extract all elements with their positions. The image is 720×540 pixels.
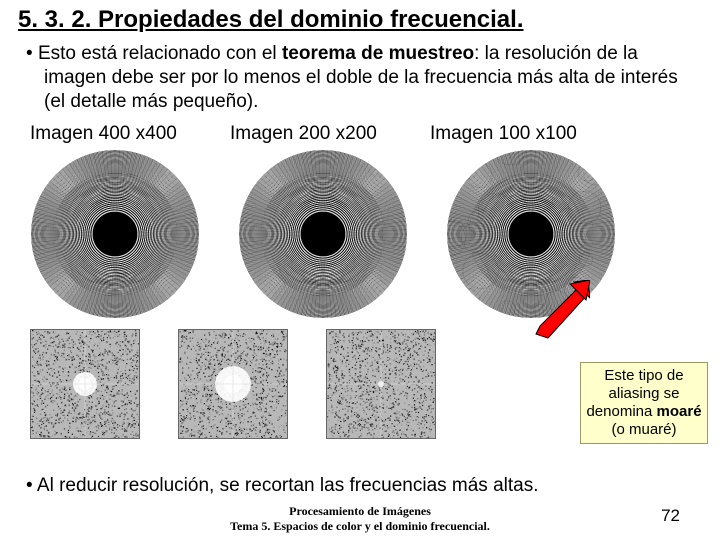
image-labels-row: Imagen 400 x400 Imagen 200 x200 Imagen 1…	[0, 117, 720, 147]
bullet-sampling-theorem: Esto está relacionado con el teorema de …	[0, 38, 720, 117]
zoneplate-200	[238, 149, 408, 319]
bullet1-pre: Esto está relacionado con el	[38, 43, 282, 64]
callout-bold: moaré	[657, 403, 702, 420]
zoneplate-400	[30, 149, 200, 319]
arrow-icon	[530, 280, 590, 340]
label-400: Imagen 400 x400	[30, 123, 230, 145]
bullet-resolution: Al reducir resolución, se recortan las f…	[0, 470, 720, 502]
section-title: 5. 3. 2. Propiedades del dominio frecuen…	[0, 0, 720, 38]
label-200: Imagen 200 x200	[230, 123, 430, 145]
spectrum-400	[30, 329, 140, 439]
slide-footer: Procesamiento de Imágenes Tema 5. Espaci…	[0, 504, 720, 534]
page-number: 72	[661, 506, 680, 526]
bullet1-bold: teorema de muestreo	[282, 43, 474, 64]
footer-line2: Tema 5. Espacios de color y el dominio f…	[0, 519, 720, 534]
bullet2-text: Al reducir resolución, se recortan las f…	[37, 475, 539, 496]
callout-post: (o muaré)	[611, 421, 676, 438]
moire-callout: Este tipo de aliasing se denomina moaré …	[580, 362, 708, 444]
spectrum-100	[326, 329, 436, 439]
zoneplate-row	[0, 147, 720, 321]
label-100: Imagen 100 x100	[430, 123, 630, 145]
spectrum-200	[178, 329, 288, 439]
footer-line1: Procesamiento de Imágenes	[0, 504, 720, 519]
